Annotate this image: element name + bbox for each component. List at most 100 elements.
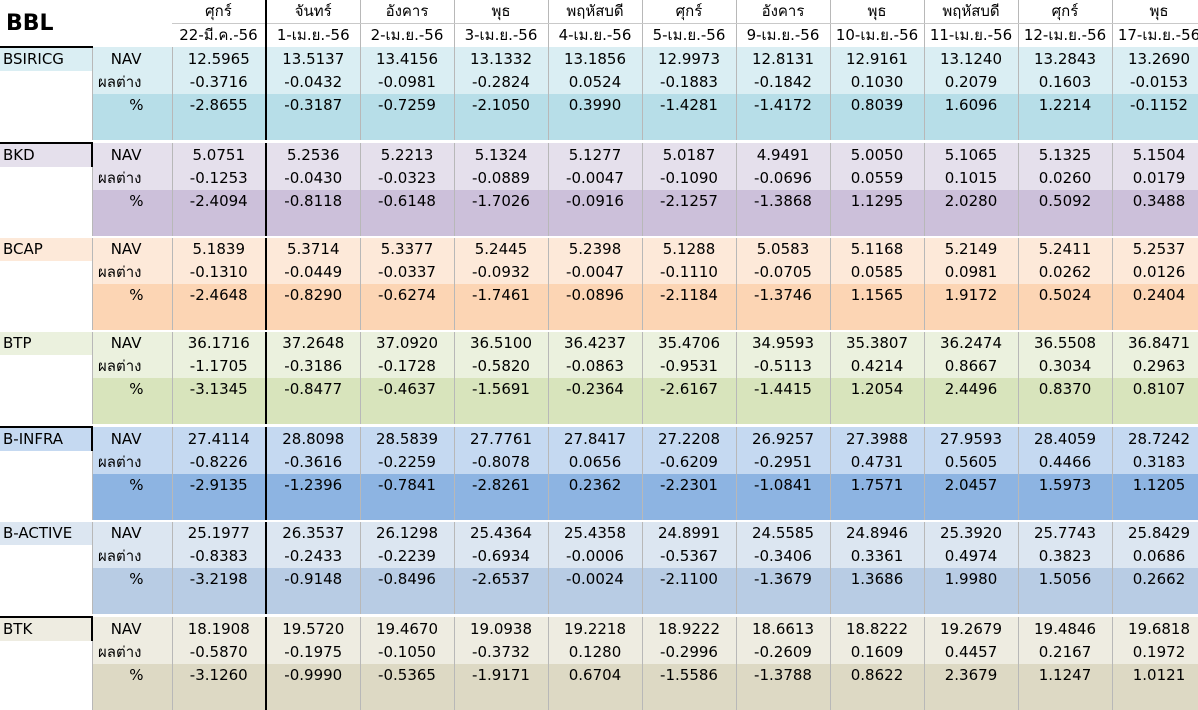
value-cell[interactable]: 1.9172 bbox=[924, 284, 1019, 307]
value-cell[interactable]: 0.8107 bbox=[1112, 378, 1198, 401]
value-cell[interactable]: -0.0696 bbox=[736, 167, 831, 190]
value-cell[interactable]: 1.1205 bbox=[1112, 474, 1198, 497]
value-cell[interactable]: -2.6167 bbox=[642, 378, 737, 401]
value-cell[interactable]: -0.1310 bbox=[172, 261, 267, 284]
value-cell[interactable]: 12.8131 bbox=[736, 47, 831, 71]
value-cell[interactable]: 1.1247 bbox=[1018, 664, 1113, 687]
value-cell[interactable]: 1.3686 bbox=[830, 568, 925, 591]
value-cell[interactable]: 28.5839 bbox=[360, 427, 455, 451]
fund-name-blank[interactable] bbox=[0, 167, 93, 190]
value-cell[interactable]: 19.0938 bbox=[454, 617, 549, 641]
value-cell[interactable]: -0.8383 bbox=[172, 545, 267, 568]
value-cell[interactable]: 0.1030 bbox=[830, 71, 925, 94]
value-cell[interactable]: -1.4281 bbox=[642, 94, 737, 117]
value-cell[interactable]: 25.4364 bbox=[454, 522, 549, 545]
value-cell[interactable]: 4.9491 bbox=[736, 143, 831, 167]
value-cell[interactable]: -3.1345 bbox=[172, 378, 267, 401]
fund-name-blank[interactable] bbox=[0, 284, 93, 307]
value-cell[interactable]: -2.1184 bbox=[642, 284, 737, 307]
value-cell[interactable]: 0.2963 bbox=[1112, 355, 1198, 378]
value-cell[interactable]: -0.9990 bbox=[265, 664, 361, 687]
value-cell[interactable]: -0.7259 bbox=[360, 94, 455, 117]
value-cell[interactable]: -1.7026 bbox=[454, 190, 549, 213]
value-cell[interactable]: -0.0047 bbox=[548, 261, 643, 284]
value-cell[interactable]: -0.0981 bbox=[360, 71, 455, 94]
value-cell[interactable]: 36.5508 bbox=[1018, 332, 1113, 355]
value-cell[interactable]: 5.1277 bbox=[548, 143, 643, 167]
column-date[interactable]: 4-เม.ย.-56 bbox=[548, 23, 643, 47]
value-cell[interactable]: 12.9973 bbox=[642, 47, 737, 71]
value-cell[interactable]: 12.5965 bbox=[172, 47, 267, 71]
value-cell[interactable]: 18.8222 bbox=[830, 617, 925, 641]
value-cell[interactable]: -0.1050 bbox=[360, 641, 455, 664]
value-cell[interactable]: 0.8039 bbox=[830, 94, 925, 117]
value-cell[interactable]: 0.0585 bbox=[830, 261, 925, 284]
value-cell[interactable]: -0.0916 bbox=[548, 190, 643, 213]
value-cell[interactable]: -1.3788 bbox=[736, 664, 831, 687]
value-cell[interactable]: 5.0187 bbox=[642, 143, 737, 167]
value-cell[interactable]: 5.1168 bbox=[830, 238, 925, 261]
value-cell[interactable]: -0.5113 bbox=[736, 355, 831, 378]
value-cell[interactable]: 28.4059 bbox=[1018, 427, 1113, 451]
value-cell[interactable]: -0.9148 bbox=[265, 568, 361, 591]
value-cell[interactable]: 0.5024 bbox=[1018, 284, 1113, 307]
value-cell[interactable]: -0.1883 bbox=[642, 71, 737, 94]
value-cell[interactable]: 5.0050 bbox=[830, 143, 925, 167]
value-cell[interactable]: 5.2213 bbox=[360, 143, 455, 167]
fund-name-blank[interactable] bbox=[0, 474, 93, 497]
column-date[interactable]: 11-เม.ย.-56 bbox=[924, 23, 1019, 47]
value-cell[interactable]: 0.0524 bbox=[548, 71, 643, 94]
value-cell[interactable]: 0.8667 bbox=[924, 355, 1019, 378]
value-cell[interactable]: -2.6537 bbox=[454, 568, 549, 591]
value-cell[interactable]: 0.5092 bbox=[1018, 190, 1113, 213]
value-cell[interactable]: -1.7461 bbox=[454, 284, 549, 307]
value-cell[interactable]: 5.2411 bbox=[1018, 238, 1113, 261]
value-cell[interactable]: -0.8290 bbox=[265, 284, 361, 307]
value-cell[interactable]: 27.8417 bbox=[548, 427, 643, 451]
value-cell[interactable]: -2.8655 bbox=[172, 94, 267, 117]
column-day[interactable]: อังคาร bbox=[736, 0, 831, 24]
fund-name-blank[interactable] bbox=[0, 545, 93, 568]
value-cell[interactable]: -3.2198 bbox=[172, 568, 267, 591]
value-cell[interactable]: 0.4731 bbox=[830, 451, 925, 474]
value-cell[interactable]: -0.8477 bbox=[265, 378, 361, 401]
value-cell[interactable]: 5.1325 bbox=[1018, 143, 1113, 167]
fund-name-blank[interactable] bbox=[0, 355, 93, 378]
value-cell[interactable]: -0.5870 bbox=[172, 641, 267, 664]
value-cell[interactable]: 0.3990 bbox=[548, 94, 643, 117]
value-cell[interactable]: 0.1015 bbox=[924, 167, 1019, 190]
value-cell[interactable]: 24.8991 bbox=[642, 522, 737, 545]
value-cell[interactable]: 5.2398 bbox=[548, 238, 643, 261]
fund-name-blank[interactable] bbox=[0, 190, 93, 213]
value-cell[interactable]: 13.2843 bbox=[1018, 47, 1113, 71]
value-cell[interactable]: -0.2996 bbox=[642, 641, 737, 664]
value-cell[interactable]: 5.2149 bbox=[924, 238, 1019, 261]
value-cell[interactable]: 0.1609 bbox=[830, 641, 925, 664]
value-cell[interactable]: 1.9980 bbox=[924, 568, 1019, 591]
column-day[interactable]: พฤหัสบดี bbox=[924, 0, 1019, 24]
value-cell[interactable]: -2.9135 bbox=[172, 474, 267, 497]
value-cell[interactable]: 2.4496 bbox=[924, 378, 1019, 401]
value-cell[interactable]: 0.0260 bbox=[1018, 167, 1113, 190]
value-cell[interactable]: 5.2445 bbox=[454, 238, 549, 261]
value-cell[interactable]: -1.4415 bbox=[736, 378, 831, 401]
column-date[interactable]: 10-เม.ย.-56 bbox=[830, 23, 925, 47]
value-cell[interactable]: 12.9161 bbox=[830, 47, 925, 71]
value-cell[interactable]: -1.2396 bbox=[265, 474, 361, 497]
value-cell[interactable]: 36.4237 bbox=[548, 332, 643, 355]
value-cell[interactable]: -1.3679 bbox=[736, 568, 831, 591]
value-cell[interactable]: -1.5586 bbox=[642, 664, 737, 687]
value-cell[interactable]: -0.1253 bbox=[172, 167, 267, 190]
fund-name-blank[interactable] bbox=[0, 94, 93, 117]
column-day[interactable]: ศุกร์ bbox=[1018, 0, 1113, 24]
value-cell[interactable]: -0.2824 bbox=[454, 71, 549, 94]
column-day[interactable]: ศุกร์ bbox=[172, 0, 267, 24]
value-cell[interactable]: 35.4706 bbox=[642, 332, 737, 355]
value-cell[interactable]: 1.7571 bbox=[830, 474, 925, 497]
value-cell[interactable]: -0.0449 bbox=[265, 261, 361, 284]
value-cell[interactable]: 0.2662 bbox=[1112, 568, 1198, 591]
fund-name-blank[interactable] bbox=[0, 261, 93, 284]
value-cell[interactable]: -0.2433 bbox=[265, 545, 361, 568]
value-cell[interactable]: -2.4094 bbox=[172, 190, 267, 213]
value-cell[interactable]: -0.3406 bbox=[736, 545, 831, 568]
